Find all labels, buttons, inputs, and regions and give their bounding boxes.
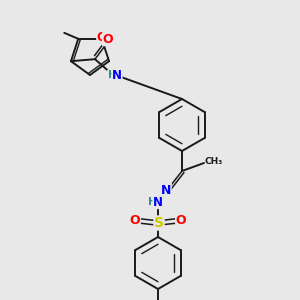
Text: O: O	[97, 31, 107, 44]
Text: H: H	[148, 197, 156, 207]
Text: N: N	[161, 184, 171, 196]
Text: O: O	[103, 33, 113, 46]
Text: N: N	[153, 196, 163, 208]
Text: S: S	[154, 216, 164, 230]
Text: N: N	[112, 69, 122, 82]
Text: O: O	[176, 214, 186, 226]
Text: CH₃: CH₃	[205, 158, 223, 166]
Text: O: O	[130, 214, 140, 226]
Text: H: H	[108, 70, 116, 80]
